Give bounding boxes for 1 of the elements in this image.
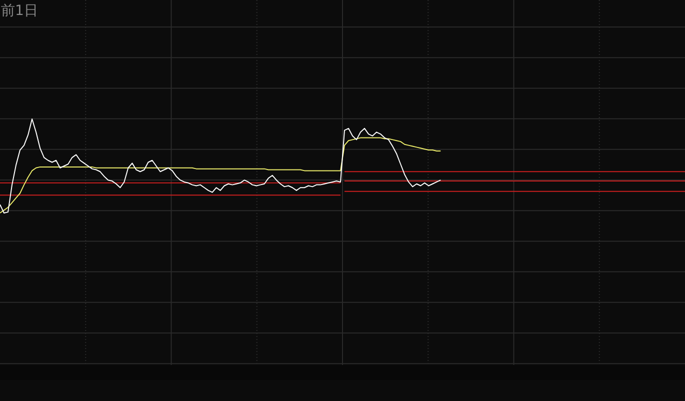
text: 前1日 <box>1 2 38 20</box>
